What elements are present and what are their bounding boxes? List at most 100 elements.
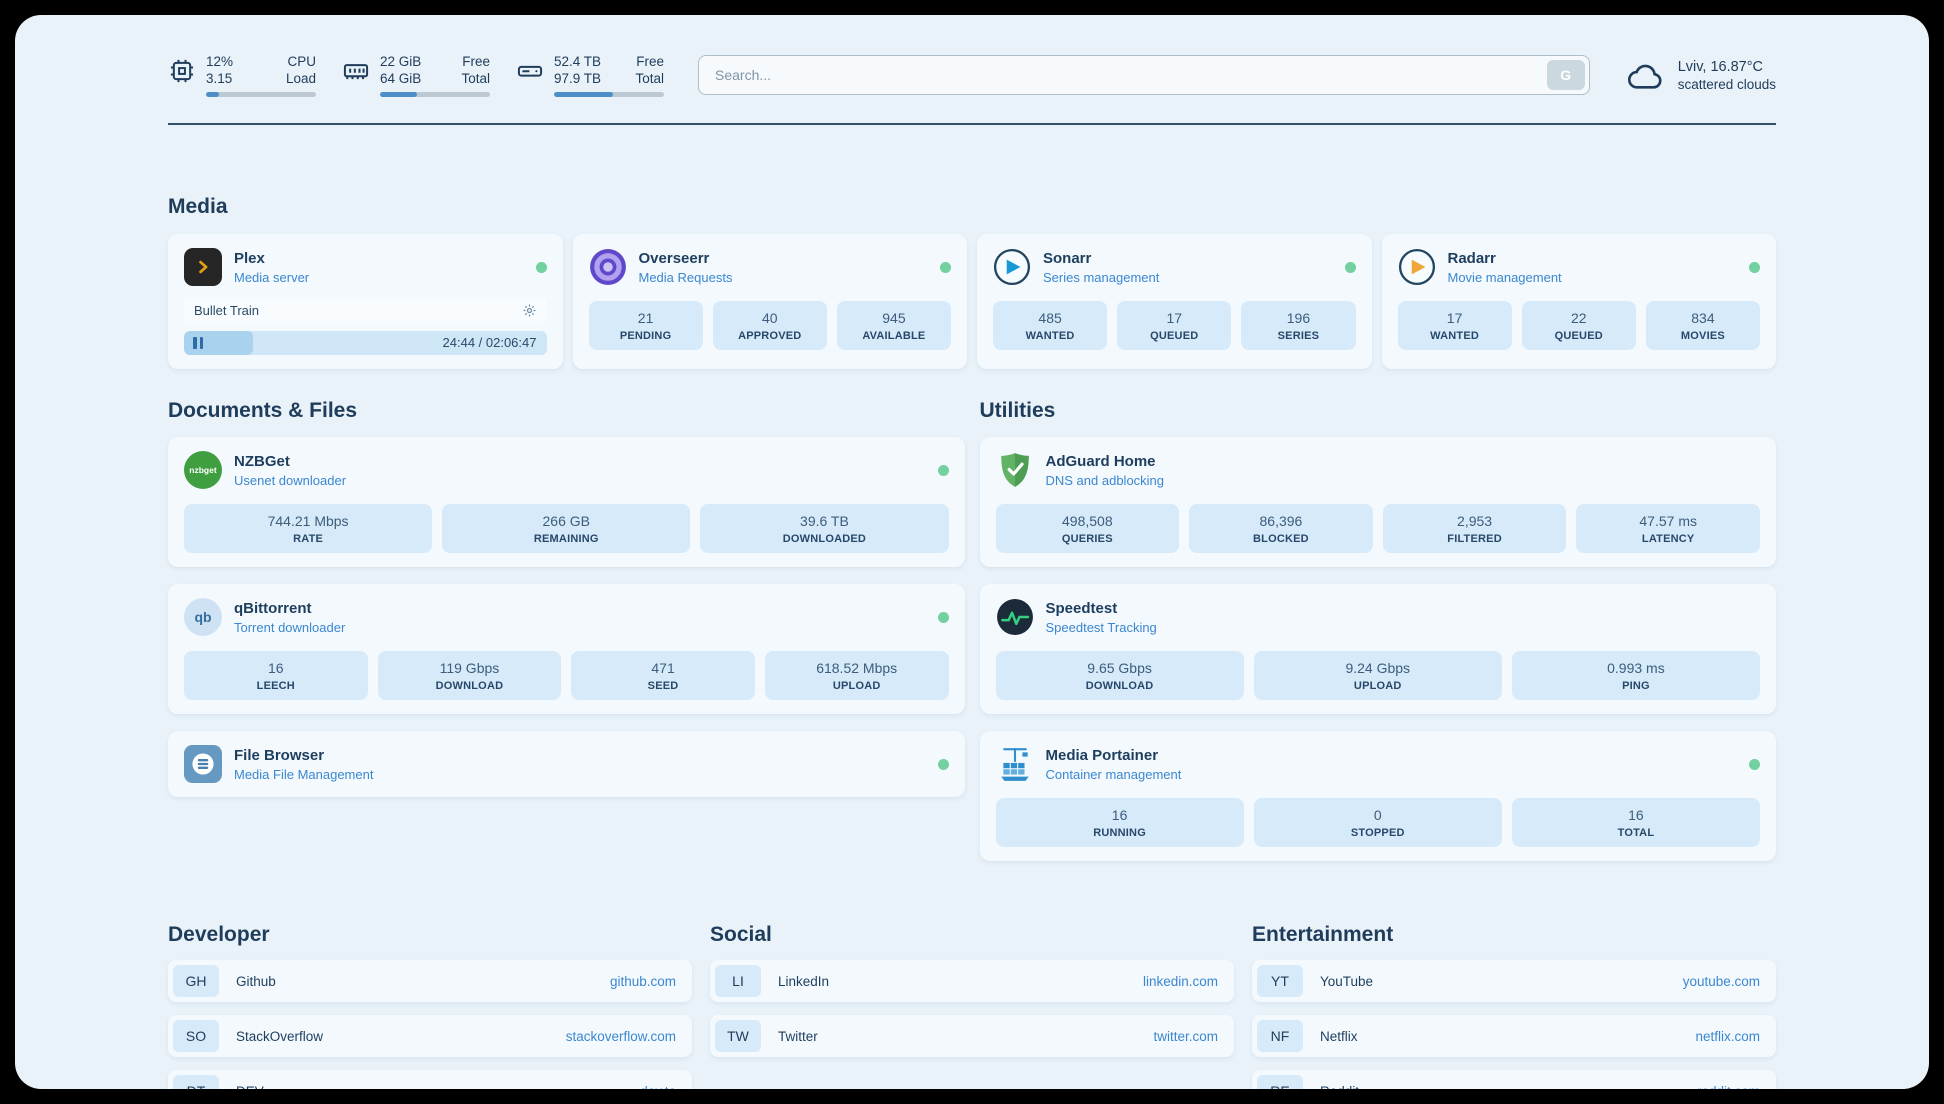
bookmark-dev[interactable]: DT DEV dev.to	[168, 1070, 692, 1089]
section-title-documents: Documents & Files	[168, 399, 358, 422]
bookmark-linkedin[interactable]: LI LinkedIn linkedin.com	[710, 960, 1234, 1002]
bookmark-name: LinkedIn	[778, 973, 830, 989]
service-subtitle: Series management	[1043, 269, 1160, 285]
disk-free: 52.4 TB	[554, 54, 602, 69]
service-subtitle: Usenet downloader	[234, 472, 347, 488]
stat-tile: 47.57 ms LATENCY	[1576, 504, 1760, 553]
cpu-progress	[206, 92, 316, 97]
bookmark-link: linkedin.com	[1142, 973, 1218, 989]
section-title-developer: Developer	[168, 923, 270, 946]
bookmark-github[interactable]: GH Github github.com	[168, 960, 692, 1002]
bookmark-link: twitter.com	[1153, 1028, 1218, 1044]
bookmark-twitter[interactable]: TW Twitter twitter.com	[710, 1015, 1234, 1057]
stat-tile: 0 STOPPED	[1253, 798, 1502, 847]
stat-tile: 86,396 BLOCKED	[1189, 504, 1373, 553]
disk-progress	[554, 92, 664, 97]
stat-tile: 498,508 QUERIES	[995, 504, 1180, 553]
service-card-adguard: AdGuard Home DNS and adblocking 498,508 Q…	[979, 437, 1776, 567]
service-subtitle: Torrent downloader	[234, 619, 346, 635]
now-playing-row: Bullet Train	[184, 297, 547, 323]
memory-progress	[380, 92, 490, 97]
cpu-icon	[170, 59, 194, 83]
bookmark-abbr: DT	[173, 1075, 219, 1089]
disk-free-label: Free	[636, 54, 664, 69]
memory-icon	[343, 64, 369, 80]
cpu-load: 3.15	[206, 71, 233, 86]
playback-time: 24:44 / 02:06:47	[442, 335, 537, 350]
bookmark-name: DEV	[236, 1084, 264, 1090]
section-title-media: Media	[168, 195, 228, 218]
bookmark-group-social: Social LI LinkedIn linkedin.com TW Twitt…	[710, 923, 1234, 1089]
plex-icon[interactable]	[184, 248, 222, 286]
service-subtitle: Media server	[234, 269, 310, 285]
bookmark-name: YouTube	[1320, 973, 1374, 989]
memory-free-label: Free	[462, 54, 490, 69]
bookmark-link: netflix.com	[1695, 1028, 1760, 1044]
qbittorrent-icon[interactable]: qb	[184, 598, 222, 636]
sonarr-icon[interactable]	[993, 248, 1031, 286]
adguard-icon[interactable]	[996, 451, 1034, 489]
bookmark-youtube[interactable]: YT YouTube youtube.com	[1252, 960, 1776, 1002]
stat-tile: 17 WANTED	[1397, 301, 1512, 350]
service-card-overseerr: Overseerr Media Requests 21 PENDING 40 APP…	[572, 234, 967, 369]
bookmark-link: github.com	[609, 973, 676, 989]
service-card-speedtest: Speedtest Speedtest Tracking 9.65 Gbps DO…	[979, 584, 1776, 714]
section-title-entertainment: Entertainment	[1252, 923, 1394, 946]
bookmark-reddit[interactable]: RE Reddit reddit.com	[1252, 1070, 1776, 1089]
portainer-icon[interactable]	[996, 745, 1034, 783]
stat-tile: 2,953 FILTERED	[1382, 504, 1567, 553]
service-name[interactable]: Plex	[234, 249, 265, 267]
section-documents: Documents & Files nzbget NZBGet Usenet d…	[168, 399, 965, 861]
bookmark-stackoverflow[interactable]: SO StackOverflow stackoverflow.com	[168, 1015, 692, 1057]
cpu-widget: 12% CPU 3.15 Load	[168, 53, 316, 97]
memory-free: 22 GiB	[380, 54, 422, 69]
service-card-plex: Plex Media server Bullet Train 24:44 / 0…	[168, 234, 563, 369]
filebrowser-icon[interactable]	[184, 745, 222, 783]
service-name[interactable]: Media Portainer	[1045, 746, 1159, 764]
service-subtitle: Container management	[1045, 766, 1182, 782]
bookmark-name: Reddit	[1320, 1084, 1359, 1090]
service-card-portainer: Media Portainer Container management 16 R…	[979, 731, 1776, 861]
bookmark-name: Netflix	[1320, 1028, 1358, 1044]
service-subtitle: Media Requests	[638, 269, 733, 285]
bookmark-name: StackOverflow	[236, 1028, 324, 1044]
service-name[interactable]: Sonarr	[1043, 249, 1092, 267]
service-name[interactable]: Speedtest	[1045, 599, 1118, 617]
pause-icon[interactable]	[193, 337, 203, 349]
bookmark-abbr: LI	[715, 965, 761, 997]
status-dot	[937, 611, 949, 623]
overseerr-icon[interactable]	[589, 248, 627, 286]
service-name[interactable]: NZBGet	[234, 452, 290, 470]
stat-tile: 17 QUEUED	[1117, 301, 1232, 350]
stat-tile: 40 APPROVED	[712, 301, 827, 350]
service-name[interactable]: qBittorrent	[234, 599, 312, 617]
service-name[interactable]: AdGuard Home	[1045, 452, 1156, 470]
service-name[interactable]: Overseerr	[638, 249, 710, 267]
status-dot	[1344, 261, 1356, 273]
search-bar: G	[698, 55, 1590, 95]
service-card-sonarr: Sonarr Series management 485 WANTED 17 QUE…	[977, 234, 1372, 369]
bookmark-netflix[interactable]: NF Netflix netflix.com	[1252, 1015, 1776, 1057]
gear-icon[interactable]	[522, 303, 537, 318]
bookmark-abbr: GH	[173, 965, 219, 997]
nzbget-icon[interactable]: nzbget	[184, 451, 222, 489]
service-name[interactable]: File Browser	[234, 746, 325, 764]
stat-tile: 16 TOTAL	[1511, 798, 1761, 847]
bookmark-group-entertainment: Entertainment YT YouTube youtube.com NF …	[1252, 923, 1776, 1089]
speedtest-icon[interactable]	[996, 598, 1034, 636]
stat-tile: 834 MOVIES	[1645, 301, 1761, 350]
search-provider-button[interactable]: G	[1546, 60, 1585, 90]
cpu-usage: 12%	[206, 54, 234, 69]
service-subtitle: DNS and adblocking	[1045, 472, 1165, 488]
service-subtitle: Movie management	[1447, 269, 1562, 285]
search-input[interactable]	[698, 55, 1590, 95]
service-name[interactable]: Radarr	[1447, 249, 1496, 267]
status-dot	[1749, 261, 1760, 273]
cloud-icon	[1627, 64, 1662, 89]
stat-tile: 485 WANTED	[993, 301, 1108, 350]
stat-tile: 744.21 Mbps RATE	[184, 504, 433, 553]
memory-widget: 22 GiB Free 64 GiB Total	[342, 53, 490, 97]
radarr-icon[interactable]	[1398, 248, 1436, 286]
status-dot	[937, 758, 949, 770]
stat-tile: 39.6 TB DOWNLOADED	[700, 504, 949, 553]
